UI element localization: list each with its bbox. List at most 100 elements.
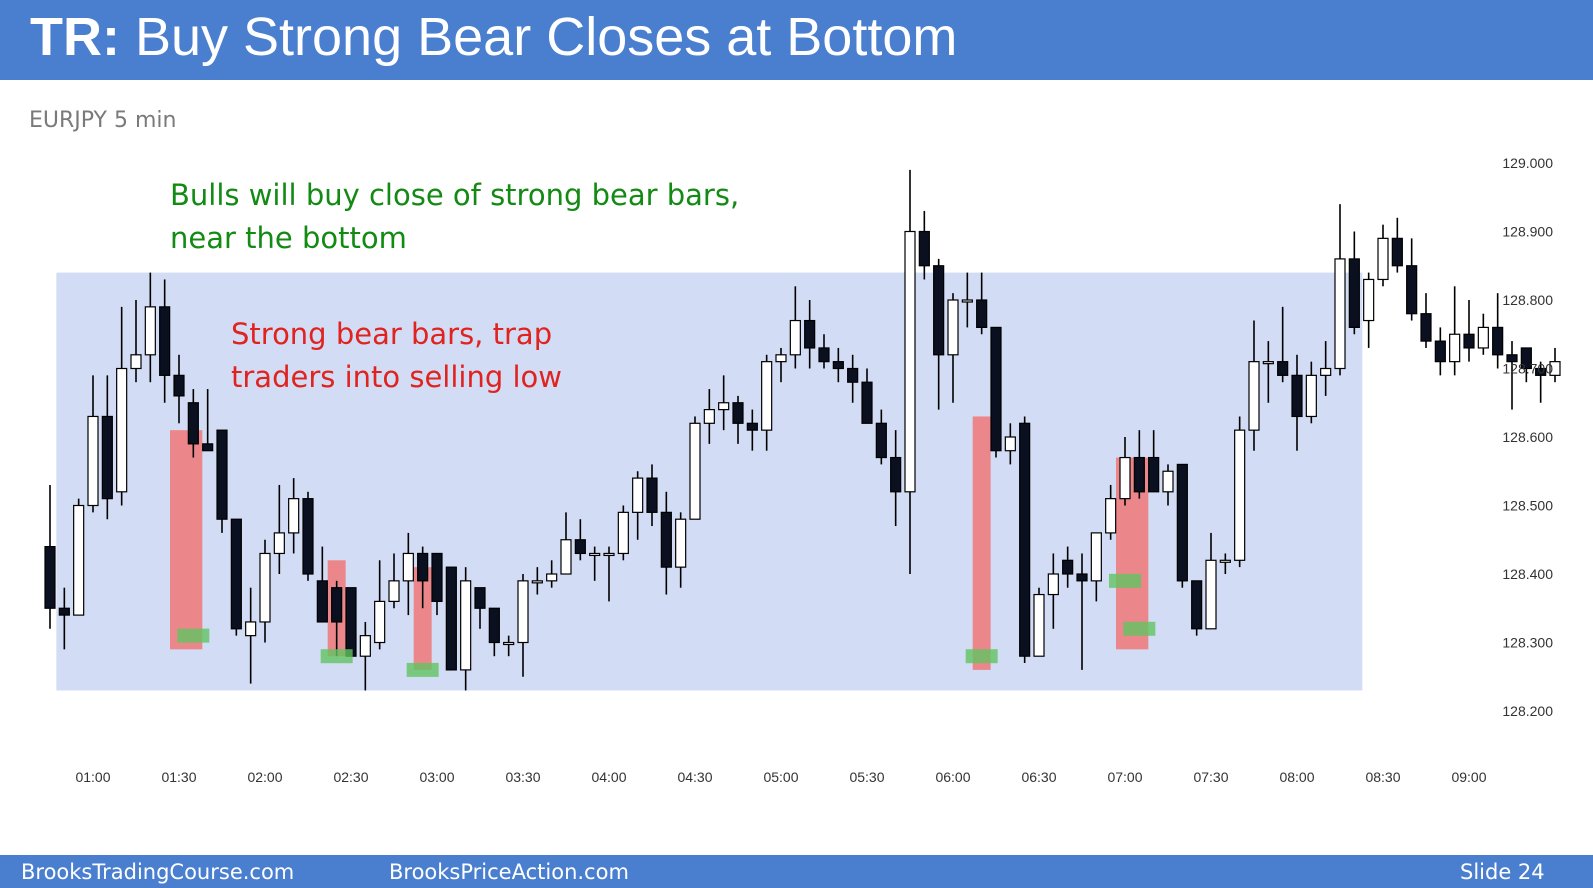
bear-candle: [832, 361, 844, 370]
bull-candle: [1105, 498, 1117, 534]
bull-candle: [374, 600, 386, 644]
slide-number: Slide 24: [1460, 860, 1545, 884]
bear-candle: [818, 347, 830, 363]
x-tick-label: 04:30: [677, 769, 712, 785]
close-marker: [406, 662, 439, 677]
bull-candle: [503, 641, 515, 646]
bull-candle: [402, 552, 414, 582]
bear-candle: [918, 230, 930, 267]
x-tick-label: 09:00: [1451, 769, 1486, 785]
bear-candle: [1062, 559, 1074, 575]
bear-candle: [101, 415, 113, 500]
bull-candle: [1262, 361, 1274, 365]
y-tick-label: 128.200: [1502, 703, 1553, 719]
bear-candle: [1434, 340, 1446, 363]
title-bar: TR: Buy Strong Bear Closes at Bottom: [0, 0, 1593, 80]
slide-title: TR: Buy Strong Bear Closes at Bottom: [30, 6, 957, 68]
bear-candle: [1391, 237, 1403, 267]
bear-candle: [875, 422, 887, 459]
strong-bear-highlight: [413, 567, 432, 670]
bull-candle: [689, 422, 701, 520]
bear-candle: [187, 402, 199, 445]
bear-candle: [302, 498, 314, 575]
bull-candle: [531, 580, 543, 584]
bull-candle: [288, 498, 300, 534]
slide-title-prefix: TR:: [30, 7, 120, 67]
bear-candle: [732, 402, 744, 424]
bear-candle: [1019, 422, 1031, 657]
bull-candle: [1033, 593, 1045, 657]
bull-candle: [1162, 470, 1174, 493]
bear-candle: [1176, 463, 1188, 582]
bull-candle: [904, 230, 916, 493]
x-tick-label: 02:30: [333, 769, 368, 785]
footer-link-trading-course[interactable]: BrooksTradingCourse.com: [21, 860, 295, 884]
bear-candle: [1506, 354, 1518, 363]
bull-candle: [1234, 429, 1246, 561]
bull-candle: [1549, 361, 1561, 376]
x-tick-label: 06:00: [935, 769, 970, 785]
slide-title-text: Buy Strong Bear Closes at Bottom: [119, 7, 958, 67]
bull-candle: [1320, 367, 1332, 376]
candlestick-chart: 128.200 128.300 128.400 128.500 128.600 128.7…: [44, 155, 1561, 785]
x-tick-label: 07:30: [1193, 769, 1228, 785]
bull-candle: [130, 354, 142, 370]
bull-candle: [73, 504, 85, 616]
bear-candle: [1535, 367, 1547, 376]
x-tick-label: 07:00: [1107, 769, 1142, 785]
bear-candle: [847, 367, 859, 383]
bear-candle: [976, 299, 988, 328]
bull-candle: [144, 306, 156, 356]
bull-candle: [1090, 532, 1102, 582]
bear-candle: [58, 607, 70, 616]
bear-candle: [345, 587, 357, 657]
bear-candle: [488, 607, 500, 644]
bull-candle: [947, 299, 959, 356]
bull-candle: [1363, 278, 1375, 322]
close-marker: [320, 649, 353, 664]
bull-candle: [460, 580, 472, 671]
bear-candle: [1520, 347, 1532, 370]
bear-candle: [1133, 456, 1145, 493]
close-marker: [177, 628, 210, 643]
bear-candle: [431, 552, 443, 603]
bear-candle: [933, 265, 945, 356]
footer-link-price-action[interactable]: BrooksPriceAction.com: [389, 860, 629, 884]
bear-candle: [1492, 326, 1504, 356]
bull-candle: [1377, 237, 1389, 281]
bear-candle: [216, 429, 228, 520]
bear-candle: [1076, 573, 1088, 582]
bear-candle: [159, 306, 171, 376]
bear-candle: [804, 319, 816, 349]
x-tick-label: 04:00: [591, 769, 626, 785]
bear-candle: [990, 326, 1002, 452]
x-tick-label: 08:00: [1279, 769, 1314, 785]
chart-subtitle: EURJPY 5 min: [29, 108, 177, 133]
bull-candle: [1119, 456, 1131, 500]
bear-candle: [417, 552, 429, 582]
strong-bear-highlight: [170, 430, 203, 650]
x-tick-label: 03:30: [505, 769, 540, 785]
close-marker: [1109, 573, 1141, 588]
bull-candle: [1477, 326, 1489, 349]
annotation-bear-bars: Strong bear bars, trap traders into sell…: [231, 313, 562, 399]
bear-candle: [1420, 313, 1432, 342]
bear-candle: [44, 546, 56, 609]
annotation-bear-bars-line-2: traders into selling low: [231, 360, 562, 394]
x-tick-label: 01:00: [75, 769, 110, 785]
bull-candle: [259, 552, 271, 623]
bear-candle: [202, 443, 214, 452]
x-tick-label: 08:30: [1365, 769, 1400, 785]
bear-candle: [1348, 258, 1360, 329]
bull-candle: [617, 511, 629, 555]
bull-candle: [703, 409, 715, 424]
bear-candle: [1191, 580, 1203, 630]
bear-candle: [316, 580, 328, 623]
bear-candle: [746, 422, 758, 431]
bull-candle: [961, 299, 973, 303]
bear-candle: [861, 381, 873, 424]
bear-candle: [173, 374, 185, 397]
bear-candle: [646, 477, 658, 513]
y-tick-label: 129.000: [1502, 155, 1553, 171]
bull-candle: [359, 635, 371, 657]
